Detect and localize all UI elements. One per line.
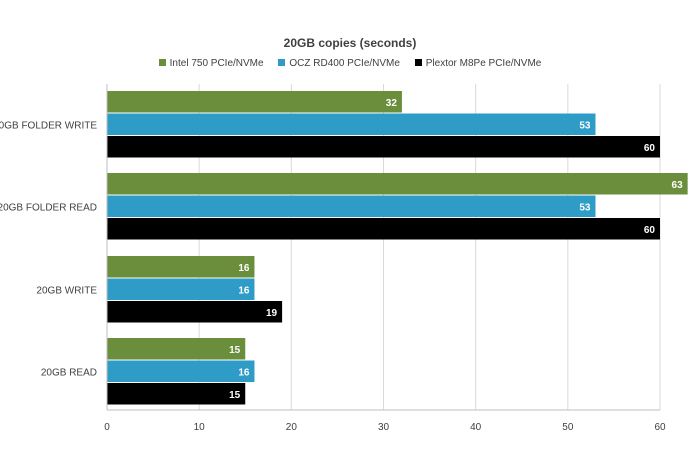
bar-3-0 xyxy=(107,338,246,360)
legend-label-intel: Intel 750 PCIe/NVMe xyxy=(169,58,264,69)
legend-item-intel: Intel 750 PCIe/NVMe xyxy=(158,58,264,69)
data-label-2-1: 16 xyxy=(238,285,250,296)
data-label-1-1: 53 xyxy=(579,202,591,213)
bar-0-0 xyxy=(107,91,402,113)
x-tick-label-60: 60 xyxy=(654,422,666,433)
bar-2-2 xyxy=(107,301,283,323)
category-label-2: 20GB WRITE xyxy=(36,285,97,296)
legend-swatch-ocz xyxy=(278,59,286,66)
legend-item-ocz: OCZ RD400 PCIe/NVMe xyxy=(278,58,400,69)
x-tick-label-10: 10 xyxy=(194,422,206,433)
x-tick-label-50: 50 xyxy=(562,422,574,433)
category-label-1: 20GB FOLDER READ xyxy=(0,202,97,213)
data-label-3-2: 15 xyxy=(229,390,241,401)
category-label-0: 20GB FOLDER WRITE xyxy=(0,120,97,131)
legend-swatch-intel xyxy=(158,59,166,66)
chart-legend: Intel 750 PCIe/NVMe OCZ RD400 PCIe/NVMe … xyxy=(0,58,700,69)
bar-3-2 xyxy=(107,383,246,405)
data-label-0-2: 60 xyxy=(644,143,656,154)
data-label-3-0: 15 xyxy=(229,345,241,356)
bar-2-1 xyxy=(107,278,255,300)
data-label-0-0: 32 xyxy=(386,98,398,109)
x-tick-label-30: 30 xyxy=(378,422,390,433)
data-label-2-2: 19 xyxy=(266,308,278,319)
chart-title: 20GB copies (seconds) xyxy=(283,36,417,50)
data-label-1-2: 60 xyxy=(644,225,656,236)
bar-0-2 xyxy=(107,136,660,158)
data-label-0-1: 53 xyxy=(579,120,591,131)
legend-label-plextor: Plextor M8Pe PCIe/NVMe xyxy=(425,58,542,69)
data-label-3-1: 16 xyxy=(238,367,250,378)
x-tick-label-0: 0 xyxy=(104,422,110,433)
bar-3-1 xyxy=(107,360,255,382)
bar-1-0 xyxy=(107,173,688,195)
bar-2-0 xyxy=(107,256,255,278)
x-tick-label-40: 40 xyxy=(470,422,482,433)
legend-swatch-plextor xyxy=(414,59,422,66)
bar-1-2 xyxy=(107,218,660,240)
data-label-2-0: 16 xyxy=(238,263,250,274)
data-label-1-0: 63 xyxy=(672,180,684,191)
bar-1-1 xyxy=(107,195,596,217)
bar-0-1 xyxy=(107,113,596,135)
legend-label-ocz: OCZ RD400 PCIe/NVMe xyxy=(289,58,400,69)
x-tick-label-20: 20 xyxy=(286,422,298,433)
category-label-3: 20GB READ xyxy=(41,367,97,378)
legend-item-plextor: Plextor M8Pe PCIe/NVMe xyxy=(414,58,542,69)
